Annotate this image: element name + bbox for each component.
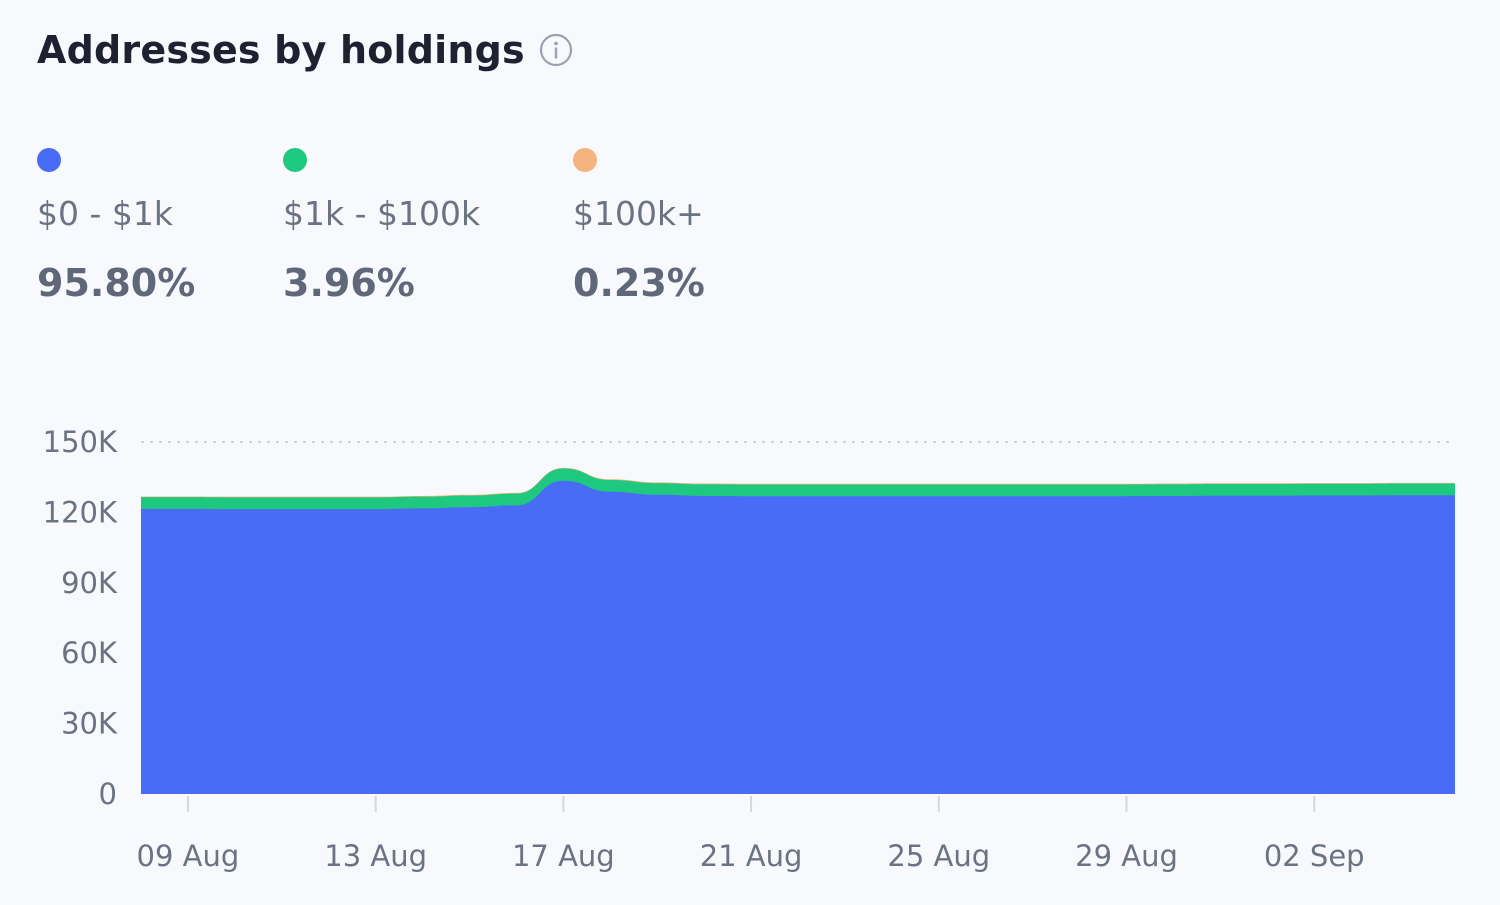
x-tick-label: 25 Aug: [887, 839, 990, 873]
x-tick-label: 21 Aug: [700, 839, 803, 873]
legend-dot-icon: [37, 148, 61, 172]
legend-label: $0 - $1k: [37, 194, 173, 233]
legend-value: 3.96%: [283, 261, 415, 305]
chart-title: Addresses by holdings: [37, 28, 525, 72]
y-tick-label: 150K: [43, 425, 118, 459]
x-tick-label: 13 Aug: [324, 839, 427, 873]
x-tick-label: 02 Sep: [1264, 839, 1365, 873]
chart-header: Addresses by holdings: [37, 28, 573, 72]
legend-dot-icon: [283, 148, 307, 172]
y-tick-label: 90K: [61, 566, 118, 600]
legend-label: $1k - $100k: [283, 194, 481, 233]
area-series-0: [141, 480, 1455, 794]
legend-item-100k-plus[interactable]: $100k+ 0.23%: [573, 148, 773, 305]
y-tick-label: 120K: [43, 495, 118, 529]
x-tick-label: 09 Aug: [137, 839, 240, 873]
legend-dot-icon: [573, 148, 597, 172]
legend-item-0-1k[interactable]: $0 - $1k 95.80%: [37, 148, 283, 305]
legend-value: 95.80%: [37, 261, 196, 305]
y-tick-label: 30K: [61, 707, 118, 741]
chart-legend: $0 - $1k 95.80% $1k - $100k 3.96% $100k+…: [37, 148, 773, 305]
area-chart[interactable]: 0 30K 60K 90K 120K 150K 09 Aug 13 Aug 17 Aug 21 A…: [0, 380, 1500, 900]
x-tick-label: 17 Aug: [512, 839, 615, 873]
y-tick-label: 0: [99, 777, 117, 811]
x-tick-label: 29 Aug: [1075, 839, 1178, 873]
legend-label: $100k+: [573, 194, 704, 233]
y-tick-label: 60K: [61, 636, 118, 670]
info-circle-icon[interactable]: [539, 33, 573, 67]
legend-value: 0.23%: [573, 261, 705, 305]
legend-item-1k-100k[interactable]: $1k - $100k 3.96%: [283, 148, 573, 305]
